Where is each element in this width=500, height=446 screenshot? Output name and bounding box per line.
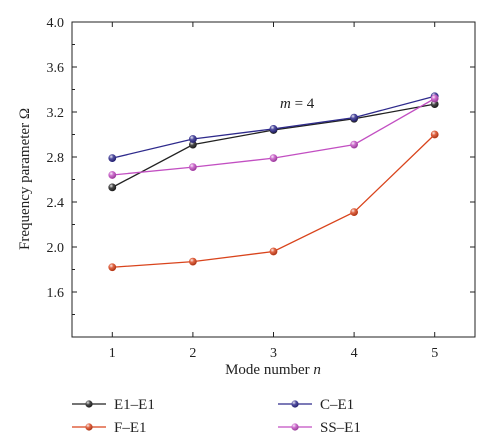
data-point-shade	[431, 94, 439, 103]
x-axis-title: Mode number n	[225, 362, 321, 378]
y-axis: 1.6 2.0 2.4 2.8 3.2 3.6 4.0	[47, 16, 475, 315]
legend-entry: E1–E1	[72, 397, 155, 413]
data-point-shade	[108, 183, 116, 191]
y-axis-title: Frequency parameter Ω	[17, 108, 33, 250]
y-tick-label: 4.0	[47, 16, 65, 31]
x-tick-label: 1	[109, 346, 116, 361]
x-axis-title-main: Mode number	[225, 362, 313, 378]
series-0	[108, 100, 439, 192]
data-point-shade	[108, 154, 116, 162]
annotation-m: m = 4	[280, 96, 315, 112]
x-tick-label: 2	[189, 346, 196, 361]
legend-label: C–E1	[320, 397, 354, 413]
x-tick-label: 3	[270, 346, 277, 361]
y-tick-label: 2.4	[47, 196, 65, 211]
annotation-value: = 4	[291, 96, 315, 112]
x-axis-title-variable: n	[313, 362, 321, 378]
series-1	[108, 92, 439, 163]
legend-label: SS–E1	[320, 420, 361, 436]
series-3	[108, 94, 439, 179]
y-tick-label: 2.8	[47, 151, 65, 166]
legend-label: F–E1	[114, 420, 147, 436]
data-point-shade	[350, 114, 358, 122]
data-point-shade	[431, 130, 439, 139]
y-tick-label: 2.0	[47, 241, 65, 256]
data-point-shade	[189, 141, 197, 149]
data-point-shade	[269, 154, 278, 162]
series-2	[108, 130, 439, 272]
data-point-shade	[189, 135, 197, 143]
data-point-shade	[189, 258, 197, 266]
legend-marker-shade	[85, 400, 93, 408]
legend-entry: F–E1	[72, 420, 147, 436]
plot-frame	[71, 21, 476, 338]
data-point-shade	[108, 263, 116, 271]
data-point-shade	[269, 247, 278, 256]
y-tick-label: 3.2	[47, 106, 65, 121]
data-point-shade	[431, 100, 439, 108]
data-point-shade	[108, 171, 116, 179]
y-tick-label: 3.6	[47, 61, 65, 76]
x-tick-label: 4	[351, 346, 358, 361]
legend-marker-shade	[291, 400, 299, 408]
series-layer	[108, 92, 439, 272]
data-point-shade	[189, 163, 197, 171]
legend-marker-shade	[291, 423, 299, 431]
series-line	[111, 103, 435, 188]
legend-entry: C–E1	[278, 397, 354, 413]
x-axis: 1 2 3 4 5	[109, 22, 438, 361]
y-tick-label: 1.6	[47, 286, 65, 301]
legend-label: E1–E1	[114, 397, 155, 413]
legend-entry: SS–E1	[278, 420, 361, 436]
x-tick-label: 5	[431, 346, 438, 361]
data-point-shade	[269, 125, 278, 133]
data-point-shade	[350, 141, 358, 149]
annotation-variable: m	[280, 96, 291, 112]
legend-marker-shade	[85, 423, 93, 431]
legend: E1–E1 C–E1 F–E1 SS–E1	[72, 397, 361, 436]
data-point-shade	[350, 208, 358, 216]
series-line	[112, 97, 436, 176]
